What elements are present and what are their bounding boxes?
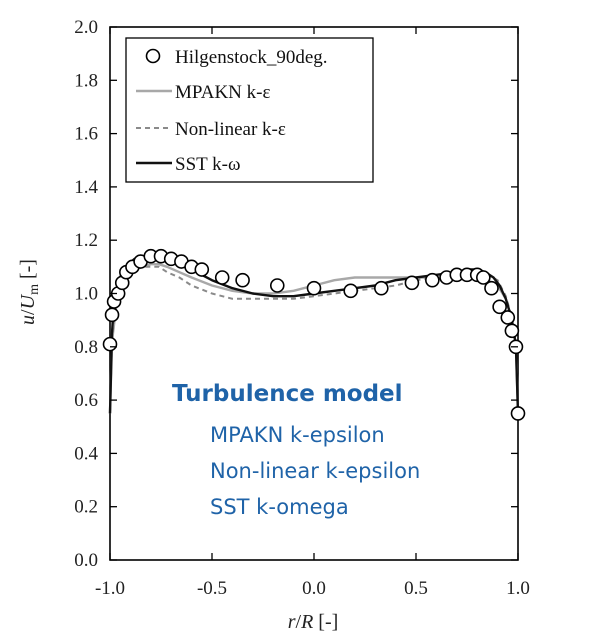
data-point-hilgenstock-90deg: [476, 270, 491, 285]
y-axis-title: u/Um [-]: [17, 259, 42, 325]
x-axis-title: r/R [-]: [288, 611, 339, 633]
legend-label-sst: SST k-ω: [175, 154, 240, 175]
data-point-hilgenstock-90deg: [194, 262, 210, 277]
y-tick-label: 2.0: [74, 17, 98, 38]
data-point-hilgenstock-90deg: [214, 270, 230, 285]
y-tick-label: 1.2: [74, 230, 98, 251]
legend-label-hilgenstock: Hilgenstock_90deg.: [175, 47, 328, 68]
data-point-hilgenstock-90deg: [374, 280, 389, 296]
data-point-hilgenstock-90deg: [269, 278, 285, 293]
y-tick-label: 1.4: [74, 177, 98, 198]
data-point-hilgenstock-90deg: [306, 280, 322, 296]
x-tick-label: -1.0: [95, 578, 125, 599]
y-tick-label: 0.0: [74, 550, 98, 571]
series-line-non-linear-k: [109, 265, 519, 414]
data-point-hilgenstock-90deg: [343, 283, 359, 299]
y-tick-label: 0.2: [74, 497, 98, 518]
data-point-hilgenstock-90deg: [510, 406, 526, 421]
data-point-hilgenstock-90deg: [104, 307, 120, 323]
y-tick-label: 1.6: [74, 124, 98, 145]
data-point-hilgenstock-90deg: [404, 275, 420, 291]
legend: Hilgenstock_90deg. MPAKN k-ε Non-linear …: [125, 37, 374, 183]
y-tick-label: 0.6: [74, 390, 98, 411]
y-tick-label: 0.8: [74, 337, 98, 358]
turbulence-annotation: Turbulence model MPAKN k-epsilon Non-lin…: [172, 381, 420, 519]
data-point-hilgenstock-90deg: [504, 323, 520, 339]
data-point-hilgenstock-90deg: [500, 310, 516, 325]
y-tick-label: 1.8: [74, 70, 98, 91]
data-point-hilgenstock-90deg: [102, 336, 118, 352]
data-point-hilgenstock-90deg: [492, 299, 507, 315]
legend-symbol-hilgenstock: [145, 48, 161, 64]
legend-label-nonlinear: Non-linear k-ε: [175, 119, 286, 140]
annotation-title: Turbulence model: [172, 381, 403, 407]
y-tick-label: 0.4: [74, 443, 98, 464]
y-tick-label: 1.0: [74, 284, 98, 305]
x-tick-label: 1.0: [506, 578, 530, 599]
x-tick-label: 0.5: [404, 578, 428, 599]
legend-label-mpakn: MPAKN k-ε: [175, 82, 270, 103]
x-tick-label: 0.0: [302, 578, 326, 599]
data-point-hilgenstock-90deg: [484, 280, 499, 296]
data-point-hilgenstock-90deg: [235, 272, 250, 288]
x-tick-label: -0.5: [197, 578, 227, 599]
annotation-item-mpakn: MPAKN k-epsilon: [210, 423, 385, 447]
annotation-item-nonlinear: Non-linear k-epsilon: [210, 459, 420, 483]
legend-box: [125, 37, 374, 183]
data-point-hilgenstock-90deg: [425, 272, 440, 288]
annotation-item-sst: SST k-omega: [210, 495, 349, 519]
